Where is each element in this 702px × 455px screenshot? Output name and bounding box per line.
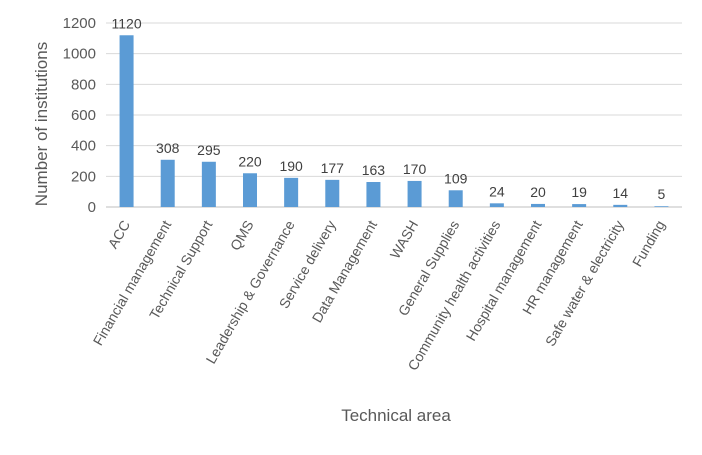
bar (201, 161, 216, 207)
data-labels: 1120 308 295 220 190 177 163 170 109 24 20 19 14 5 (112, 15, 666, 202)
data-label: 220 (238, 153, 262, 169)
data-label: 308 (156, 140, 180, 156)
x-tick-label: Safe water & electricity (542, 218, 627, 349)
x-tick-label: ACC (105, 218, 134, 252)
bar (407, 180, 422, 207)
data-label: 295 (197, 142, 221, 158)
y-tick-label: 600 (71, 107, 96, 124)
bar (366, 182, 381, 207)
gridlines (106, 22, 682, 208)
y-tick-label: 800 (71, 76, 96, 93)
y-tick-label: 400 (71, 138, 96, 155)
x-tick-label: Funding (629, 218, 668, 270)
x-tick-label: QMS (227, 218, 257, 254)
data-label: 190 (279, 158, 303, 174)
bar (613, 204, 628, 207)
data-label: 24 (489, 183, 505, 199)
bar (160, 159, 175, 207)
data-label: 19 (571, 184, 587, 200)
data-label: 14 (612, 185, 628, 201)
y-tick-label: 1200 (63, 15, 96, 32)
y-tick-label: 0 (88, 199, 96, 216)
data-label: 177 (321, 160, 345, 176)
y-tick-label: 1000 (63, 46, 96, 63)
bar (448, 190, 463, 207)
bar (531, 203, 545, 207)
data-label: 109 (444, 170, 468, 186)
y-axis-ticks: 0 200 400 600 800 1000 1200 (63, 15, 96, 216)
x-tick-label: WASH (387, 218, 422, 262)
bar (325, 179, 340, 207)
data-label: 1120 (112, 15, 142, 31)
bar (119, 35, 134, 208)
x-tick-label: Hospital management (463, 217, 545, 343)
x-tick-label: Financial management (90, 217, 175, 348)
bar (654, 206, 669, 207)
bar (489, 203, 504, 207)
data-label: 170 (403, 161, 427, 177)
data-label: 20 (530, 184, 546, 200)
bar (284, 177, 299, 207)
data-label: 5 (658, 186, 666, 202)
data-label: 163 (362, 162, 386, 178)
bar (243, 173, 257, 207)
y-axis-title: Number of institutions (32, 42, 51, 206)
bars (119, 35, 669, 208)
x-axis-title: Technical area (341, 406, 451, 425)
bar (572, 204, 587, 207)
y-tick-label: 200 (71, 168, 96, 185)
